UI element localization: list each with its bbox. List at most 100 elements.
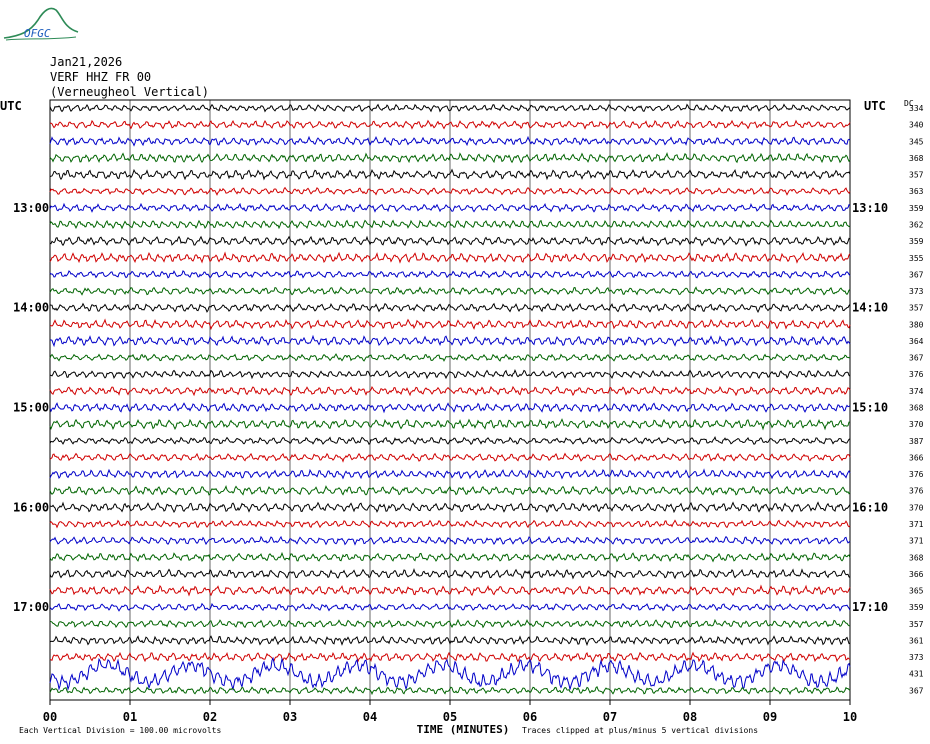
dc-offset-label: 368 bbox=[909, 553, 924, 562]
seismic-trace bbox=[49, 369, 851, 380]
seismic-trace bbox=[49, 635, 851, 647]
trace-layer bbox=[49, 103, 851, 696]
seismic-trace bbox=[49, 251, 851, 264]
dc-offset-label: 376 bbox=[909, 370, 924, 379]
seismic-trace bbox=[49, 602, 851, 612]
dc-offset-label: 371 bbox=[909, 537, 924, 546]
x-tick-label: 06 bbox=[523, 710, 537, 724]
seismic-trace bbox=[49, 119, 851, 130]
dc-offset-label: 367 bbox=[909, 686, 924, 695]
logo-underline bbox=[5, 36, 77, 41]
seismic-trace bbox=[49, 270, 851, 279]
dc-offset-label: 361 bbox=[909, 636, 924, 645]
right-time-label: 15:10 bbox=[852, 401, 888, 415]
seismic-trace bbox=[49, 484, 851, 496]
x-axis-label: TIME (MINUTES) bbox=[417, 723, 510, 736]
seismic-trace bbox=[49, 286, 851, 296]
left-time-label: 14:00 bbox=[13, 301, 49, 315]
dc-offset-label: 368 bbox=[909, 154, 924, 163]
dc-offset-label: 367 bbox=[909, 270, 924, 279]
seismic-trace bbox=[49, 235, 851, 247]
dc-offset-label: 359 bbox=[909, 603, 924, 612]
dc-offset-label: 371 bbox=[909, 520, 924, 529]
dc-offset-label: 355 bbox=[909, 254, 924, 263]
dc-offset-label: 357 bbox=[909, 304, 924, 313]
right-time-label: 14:10 bbox=[852, 301, 888, 315]
footer-clip-note: Traces clipped at plus/minus 5 vertical … bbox=[522, 726, 758, 735]
dc-offset-label: 345 bbox=[909, 137, 924, 146]
dc-offset-label: 373 bbox=[909, 287, 924, 296]
logo-hill-curve bbox=[3, 7, 79, 39]
seismic-trace bbox=[49, 452, 851, 463]
left-utc-label: UTC bbox=[0, 99, 22, 113]
seismic-trace bbox=[49, 584, 851, 597]
dc-offset-label: 373 bbox=[909, 653, 924, 662]
header-station: VERF HHZ FR 00 bbox=[50, 70, 152, 84]
seismic-trace bbox=[49, 686, 851, 696]
seismic-trace bbox=[49, 385, 851, 397]
dc-offset-label: 376 bbox=[909, 470, 924, 479]
seismic-trace bbox=[49, 402, 851, 414]
dc-offset-label: 362 bbox=[909, 220, 924, 229]
left-time-label: 17:00 bbox=[13, 600, 49, 614]
seismic-trace bbox=[49, 519, 851, 529]
seismic-trace bbox=[49, 551, 851, 563]
dc-offset-label: 370 bbox=[909, 420, 924, 429]
x-tick-label: 08 bbox=[683, 710, 697, 724]
x-tick-label: 02 bbox=[203, 710, 217, 724]
seismic-trace bbox=[49, 618, 851, 629]
dc-offset-label: 357 bbox=[909, 620, 924, 629]
seismic-trace bbox=[49, 186, 851, 196]
x-tick-label: 03 bbox=[283, 710, 297, 724]
dc-offset-label: 359 bbox=[909, 237, 924, 246]
seismic-trace bbox=[49, 418, 851, 431]
seismic-trace bbox=[49, 501, 851, 514]
left-time-label: 13:00 bbox=[13, 201, 49, 215]
dc-offset-label: 366 bbox=[909, 570, 924, 579]
x-tick-label: 05 bbox=[443, 710, 457, 724]
dc-offset-label: 364 bbox=[909, 337, 924, 346]
left-time-label: 16:00 bbox=[13, 500, 49, 514]
x-tick-label: 01 bbox=[123, 710, 137, 724]
seismic-trace bbox=[49, 302, 851, 314]
dc-offset-label: 387 bbox=[909, 437, 924, 446]
ofgc-logo: OFGC bbox=[3, 7, 79, 41]
seismic-trace bbox=[49, 334, 851, 348]
seismic-trace bbox=[49, 135, 851, 147]
footer-scale-note: Each Vertical Division = 100.00 microvol… bbox=[19, 726, 221, 735]
seismic-trace bbox=[49, 168, 851, 181]
dc-offset-label: 366 bbox=[909, 453, 924, 462]
dc-offset-label: 359 bbox=[909, 204, 924, 213]
x-tick-label: 07 bbox=[603, 710, 617, 724]
seismic-trace bbox=[49, 656, 851, 692]
dc-offset-label: 363 bbox=[909, 187, 924, 196]
seismic-trace bbox=[49, 202, 851, 213]
seismic-trace bbox=[49, 318, 851, 331]
seismic-trace bbox=[49, 651, 851, 663]
seismic-trace bbox=[49, 103, 851, 113]
dc-offset-label: 431 bbox=[909, 670, 924, 679]
dc-column-label: DC bbox=[904, 99, 914, 108]
dc-offset-label: 357 bbox=[909, 171, 924, 180]
dc-offset-label: 376 bbox=[909, 487, 924, 496]
dc-offset-label: 370 bbox=[909, 503, 924, 512]
seismic-trace bbox=[49, 468, 851, 480]
header-location: (Verneugheol Vertical) bbox=[50, 85, 209, 99]
right-utc-label: UTC bbox=[864, 99, 886, 113]
grid-layer bbox=[49, 99, 851, 705]
dc-offset-label: 367 bbox=[909, 354, 924, 363]
header-date: Jan21,2026 bbox=[50, 55, 123, 69]
dc-offset-label: 365 bbox=[909, 587, 924, 596]
seismic-trace bbox=[49, 436, 851, 445]
x-tick-label: 04 bbox=[363, 710, 377, 724]
right-time-label: 16:10 bbox=[852, 500, 888, 514]
right-time-label: 17:10 bbox=[852, 600, 888, 614]
seismic-trace bbox=[49, 219, 851, 230]
seismic-trace bbox=[49, 535, 851, 546]
x-tick-label: 09 bbox=[763, 710, 777, 724]
dc-offset-label: 340 bbox=[909, 121, 924, 130]
logo-text: OFGC bbox=[24, 27, 51, 40]
dc-offset-label: 374 bbox=[909, 387, 924, 396]
x-tick-label: 00 bbox=[43, 710, 57, 724]
